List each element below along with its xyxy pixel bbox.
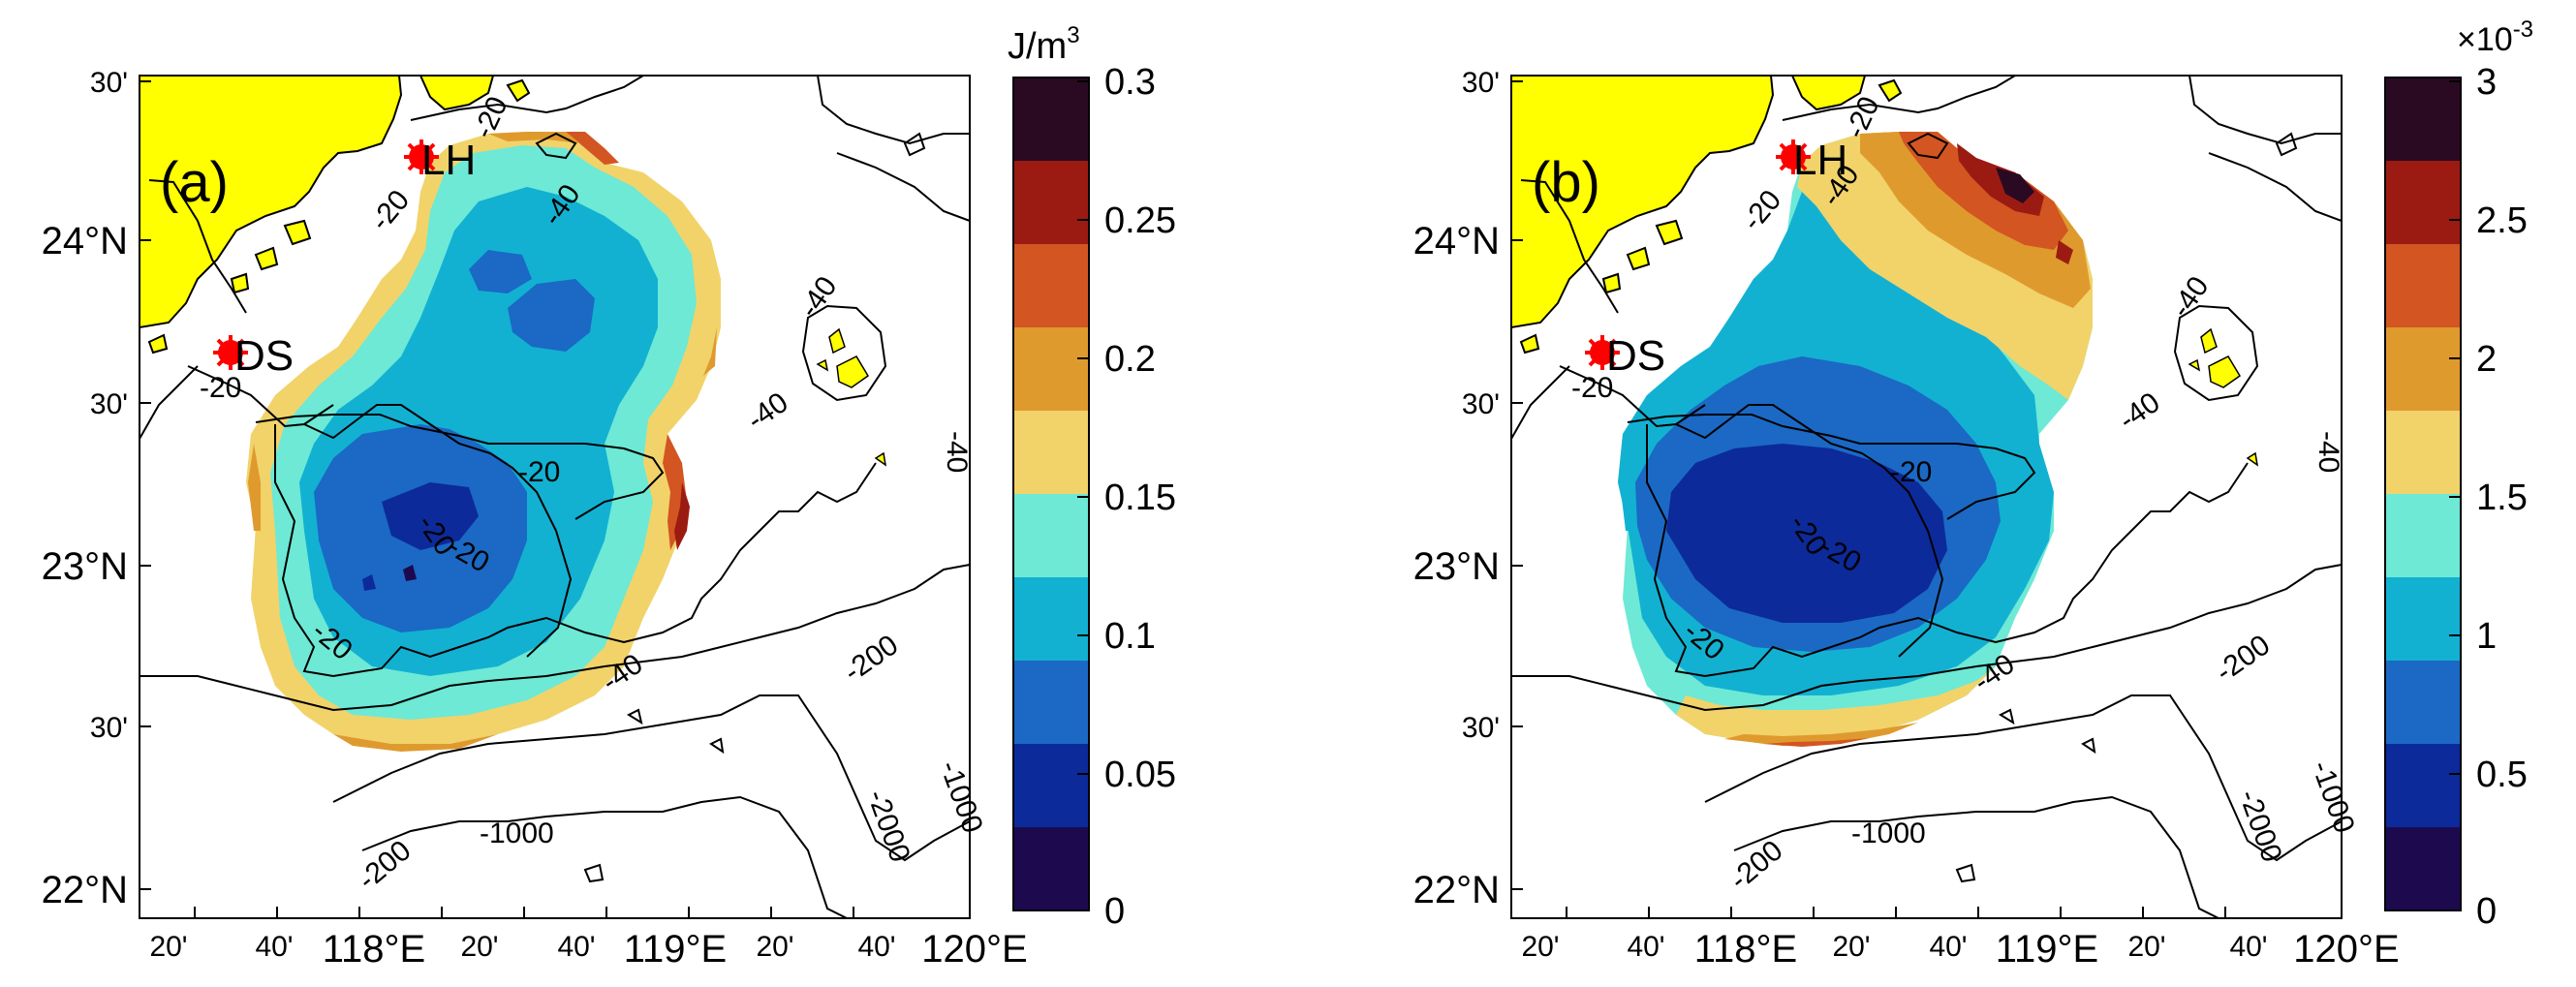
colorbar-tick-label: 0.2: [1104, 339, 1156, 380]
lat-tick-label: 30': [1462, 388, 1500, 420]
colorbar-cell: [1013, 661, 1089, 744]
colorbar-cell: [1013, 494, 1089, 577]
colorbar-cell: [2385, 494, 2461, 577]
lat-tick-label: 30': [90, 388, 128, 420]
contour-label: -1000: [1851, 817, 1926, 849]
panel-b: 30' 24°N 30' 23°N 30' 22°N 20' 40' 118°E…: [1413, 16, 2533, 971]
lon-tick-label: 120°E: [2293, 928, 2399, 971]
colorbar-tick-label: 2.5: [2476, 200, 2528, 241]
lon-tick-label: 118°E: [323, 928, 425, 971]
lon-tick-label: 20': [2127, 931, 2165, 963]
lon-tick-label: 40': [2229, 931, 2267, 963]
lon-tick-label: 20': [756, 931, 793, 963]
lon-tick-label: 20': [149, 931, 187, 963]
contour-label: -20: [1571, 372, 1613, 404]
colorbar-tick-label: 2: [2476, 339, 2497, 380]
contour-label: -20: [1890, 456, 1932, 488]
lat-tick-labels-b: 30' 24°N 30' 23°N 30' 22°N: [1413, 67, 1500, 911]
station-label: DS: [234, 332, 294, 380]
lat-tick-label: 22°N: [1413, 869, 1500, 911]
lat-tick-label: 23°N: [1413, 545, 1500, 588]
station-lh-b: LH: [1776, 137, 1847, 184]
lon-tick-label: 20': [1521, 931, 1559, 963]
colorbar-cell: [1013, 827, 1089, 910]
colorbar-cell: [1013, 77, 1089, 161]
lon-tick-label: 40': [255, 931, 293, 963]
colorbar-tick-label: 1.5: [2476, 478, 2528, 518]
lon-tick-label: 119°E: [624, 928, 727, 971]
station-lh-a: LH: [404, 137, 476, 184]
colorbar-cell: [2385, 77, 2461, 161]
lat-tick-label: 30': [1462, 712, 1500, 744]
colorbar-a: 0.3 0.25 0.2 0.15 0.1 0.05 0 J/m3: [1008, 22, 1176, 932]
lon-tick-labels-b: 20' 40' 118°E 20' 40' 119°E 20' 40' 120°…: [1521, 928, 2399, 971]
lon-tick-label: 119°E: [1996, 928, 2098, 971]
colorbar-cell: [2385, 244, 2461, 327]
colorbar-cell: [1013, 577, 1089, 661]
station-label: LH: [421, 137, 476, 184]
lat-tick-label: 22°N: [42, 869, 128, 911]
colorbar-cell: [2385, 744, 2461, 827]
panel-label-a: (a): [160, 151, 229, 214]
colorbar-cell: [1013, 744, 1089, 827]
lat-tick-label: 23°N: [42, 545, 128, 588]
panel-label-b: (b): [1532, 151, 1600, 214]
colorbar-tick-label: 0.1: [1104, 616, 1156, 657]
lon-tick-label: 120°E: [921, 928, 1027, 971]
lat-tick-labels-a: 30' 24°N 30' 23°N 30' 22°N: [42, 67, 128, 911]
contour-label: -1000: [480, 817, 554, 849]
station-label: DS: [1606, 332, 1665, 380]
colorbar-tick-label: 0.25: [1104, 200, 1176, 241]
colorbar-cell: [2385, 577, 2461, 661]
lat-tick-label: 30': [90, 712, 128, 744]
colorbar-cell: [1013, 161, 1089, 244]
colorbar-cell: [2385, 827, 2461, 910]
lat-tick-label: 24°N: [42, 220, 128, 262]
lat-tick-label: 30': [90, 67, 128, 99]
map-frame-b: [1510, 75, 2343, 919]
colorbar-cell: [2385, 161, 2461, 244]
energy-field-b: [1618, 132, 2093, 747]
lon-tick-label: 40': [1929, 931, 1967, 963]
lon-tick-label: 40': [557, 931, 595, 963]
axis-ticks-b: [1511, 80, 2226, 918]
contour-label: -40: [2312, 431, 2344, 473]
map-frame-a: [139, 75, 971, 919]
station-ds-a: DS: [213, 332, 294, 380]
lon-tick-label: 20': [1832, 931, 1870, 963]
contour-label: -20: [518, 456, 560, 488]
lat-tick-label: 24°N: [1413, 220, 1500, 262]
colorbar-tick-label: 0: [2476, 891, 2497, 932]
colorbar-unit: J/m3: [1008, 22, 1080, 67]
colorbar-tick-label: 0.3: [1104, 62, 1156, 103]
colorbar-tick-label: 0.05: [1104, 755, 1176, 795]
axis-ticks-a: [140, 80, 854, 918]
colorbar-tick-label: 3: [2476, 62, 2497, 103]
contour-label: -40: [941, 431, 973, 473]
lon-tick-labels-a: 20' 40' 118°E 20' 40' 119°E 20' 40' 120°…: [149, 928, 1027, 971]
colorbar-cell: [1013, 327, 1089, 411]
colorbar-cell: [1013, 244, 1089, 327]
lon-tick-label: 40': [1627, 931, 1664, 963]
colorbar-tick-label: 0: [1104, 891, 1125, 932]
lon-tick-label: 40': [857, 931, 895, 963]
colorbar-unit: ×10-3: [2457, 16, 2533, 58]
contour-label: -20: [200, 372, 241, 404]
colorbar-tick-label: 1: [2476, 616, 2497, 657]
colorbar-cell: [2385, 411, 2461, 494]
colorbar-tick-label: 0.15: [1104, 478, 1176, 518]
energy-field-a: [246, 132, 721, 752]
station-ds-b: DS: [1585, 332, 1665, 380]
colorbar-tick-label: 0.5: [2476, 755, 2528, 795]
colorbar-cell: [1013, 411, 1089, 494]
lon-tick-label: 20': [460, 931, 498, 963]
lon-tick-label: 118°E: [1694, 928, 1797, 971]
colorbar-cell: [2385, 327, 2461, 411]
colorbar-b: 3 2.5 2 1.5 1 0.5 0 ×10-3: [2384, 16, 2533, 932]
lat-tick-label: 30': [1462, 67, 1500, 99]
panel-a: 30' 24°N 30' 23°N 30' 22°N 20' 40' 118°E…: [42, 22, 1176, 971]
colorbar-cell: [2385, 661, 2461, 744]
station-label: LH: [1793, 137, 1847, 184]
